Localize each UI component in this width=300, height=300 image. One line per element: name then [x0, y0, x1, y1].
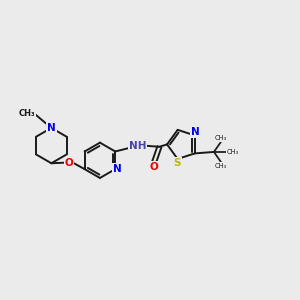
Text: S: S	[174, 158, 181, 168]
Text: O: O	[65, 158, 74, 168]
Text: N: N	[112, 164, 122, 174]
Text: CH₃: CH₃	[227, 149, 239, 155]
Text: CH₃: CH₃	[19, 109, 36, 118]
Text: O: O	[149, 162, 158, 172]
Text: CH₃: CH₃	[215, 135, 227, 141]
Text: CH₃: CH₃	[215, 163, 227, 169]
Text: N: N	[191, 127, 200, 137]
Text: NH: NH	[129, 141, 147, 151]
Text: N: N	[47, 123, 56, 133]
